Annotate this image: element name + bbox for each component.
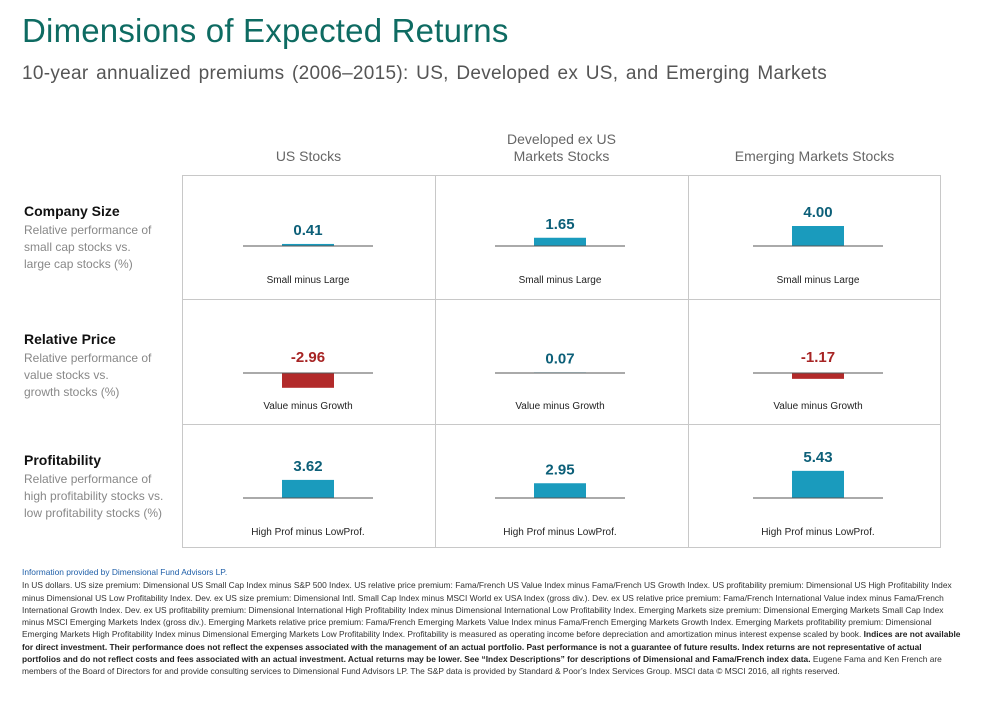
caption-r1c1: Value minus Growth bbox=[515, 401, 604, 412]
column-header-emerging-label: Emerging Markets Stocks bbox=[734, 148, 895, 164]
bar-r2c2 bbox=[792, 470, 844, 498]
row-header-price: Relative Price Relative performance of v… bbox=[24, 331, 179, 401]
page-title: Dimensions of Expected Returns bbox=[22, 12, 509, 49]
row-header-profitability: Profitability Relative performance of hi… bbox=[24, 452, 179, 522]
bar-r1c0 bbox=[282, 373, 334, 388]
value-label-r1c0: -2.96 bbox=[291, 349, 325, 366]
column-header-developed-line1: Developed ex US bbox=[507, 131, 616, 147]
value-label-r0c1: 1.65 bbox=[545, 216, 574, 233]
value-label-r1c2: -1.17 bbox=[801, 349, 835, 366]
footer-notes: Information provided by Dimensional Fund… bbox=[22, 566, 962, 678]
row-desc-price-2: value stocks vs. bbox=[24, 368, 109, 382]
row-desc-price-3: growth stocks (%) bbox=[24, 385, 120, 399]
footer-index-definitions: In US dollars. US size premium: Dimensio… bbox=[22, 580, 952, 640]
grid-divider bbox=[183, 299, 940, 300]
footer-board-note: Eugene Fama and Ken French are members o… bbox=[22, 654, 942, 677]
column-header-us-label: US Stocks bbox=[275, 148, 342, 164]
row-title-price: Relative Price bbox=[24, 331, 116, 347]
grid-divider bbox=[435, 176, 436, 547]
value-label-r2c1: 2.95 bbox=[545, 461, 574, 478]
column-header-emerging: Emerging Markets Stocks bbox=[688, 148, 941, 165]
chart-grid bbox=[182, 175, 941, 548]
value-label-r1c1: 0.07 bbox=[545, 350, 574, 367]
row-header-size: Company Size Relative performance of sma… bbox=[24, 203, 179, 273]
column-header-developed: Developed ex US Markets Stocks bbox=[435, 131, 688, 165]
row-desc-profitability-2: high profitability stocks vs. bbox=[24, 489, 164, 503]
caption-r1c2: Value minus Growth bbox=[773, 401, 862, 412]
caption-r2c2: High Prof minus LowProf. bbox=[761, 527, 874, 538]
footer-disclosures: In US dollars. US size premium: Dimensio… bbox=[22, 579, 962, 677]
bar-r1c2 bbox=[792, 373, 844, 379]
footer-source: Information provided by Dimensional Fund… bbox=[22, 567, 228, 577]
caption-r0c2: Small minus Large bbox=[777, 275, 860, 286]
row-desc-profitability-3: low profitability stocks (%) bbox=[24, 506, 163, 520]
row-desc-size-2: small cap stocks vs. bbox=[24, 240, 131, 254]
value-label-r2c2: 5.43 bbox=[803, 449, 832, 466]
grid-divider bbox=[183, 424, 940, 425]
column-header-us: US Stocks bbox=[182, 148, 435, 165]
bar-r2c0 bbox=[282, 479, 334, 498]
row-desc-size-1: Relative performance of bbox=[24, 223, 152, 237]
caption-r1c0: Value minus Growth bbox=[263, 401, 352, 412]
value-label-r2c0: 3.62 bbox=[293, 458, 322, 475]
column-header-developed-line2: Markets Stocks bbox=[513, 148, 610, 164]
bar-r0c0 bbox=[282, 243, 334, 246]
row-title-size: Company Size bbox=[24, 203, 120, 219]
row-desc-price-1: Relative performance of bbox=[24, 351, 152, 365]
bar-r0c1 bbox=[534, 237, 586, 246]
caption-r0c1: Small minus Large bbox=[519, 275, 602, 286]
footer-performance-disclaimer: Indices are not available for direct inv… bbox=[22, 629, 961, 665]
bar-r0c2 bbox=[792, 226, 844, 246]
grid-divider bbox=[688, 176, 689, 547]
value-label-r0c0: 0.41 bbox=[293, 222, 322, 239]
row-desc-profitability-1: Relative performance of bbox=[24, 472, 152, 486]
row-title-profitability: Profitability bbox=[24, 452, 102, 468]
caption-r0c0: Small minus Large bbox=[267, 275, 350, 286]
caption-r2c1: High Prof minus LowProf. bbox=[503, 527, 616, 538]
row-desc-size-3: large cap stocks (%) bbox=[24, 257, 133, 271]
bar-r2c1 bbox=[534, 483, 586, 498]
caption-r2c0: High Prof minus LowProf. bbox=[251, 527, 364, 538]
value-label-r0c2: 4.00 bbox=[803, 204, 832, 221]
page-subtitle: 10-year annualized premiums (2006–2015):… bbox=[22, 63, 827, 84]
